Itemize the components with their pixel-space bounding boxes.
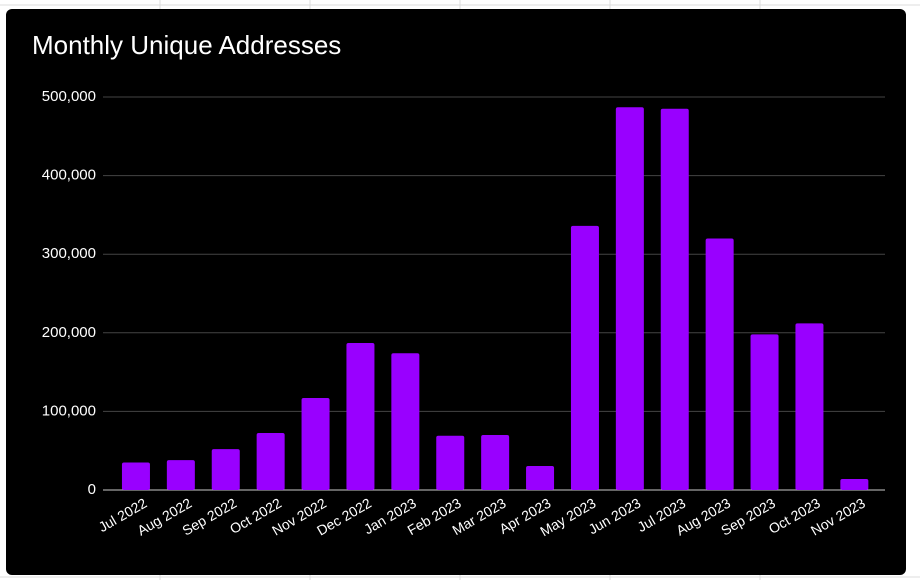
y-tick-label: 400,000 xyxy=(42,167,96,184)
y-tick-label: 100,000 xyxy=(42,402,96,419)
bar xyxy=(301,398,330,490)
bar xyxy=(211,449,240,490)
bar xyxy=(436,435,465,490)
bar xyxy=(840,478,869,490)
bar xyxy=(166,460,195,490)
bar xyxy=(481,434,510,490)
chart-title: Monthly Unique Addresses xyxy=(32,30,341,60)
bar xyxy=(615,107,644,490)
bar xyxy=(391,353,420,490)
bar xyxy=(750,334,779,490)
y-tick-label: 300,000 xyxy=(42,245,96,262)
bar xyxy=(256,433,285,490)
bar xyxy=(570,225,599,491)
y-tick-label: 200,000 xyxy=(42,324,96,341)
bar xyxy=(795,323,824,490)
bar xyxy=(121,462,150,490)
bar xyxy=(705,238,734,490)
y-tick-label: 0 xyxy=(88,481,96,498)
bar xyxy=(346,343,375,490)
y-tick-label: 500,000 xyxy=(42,88,96,105)
bar xyxy=(526,466,555,490)
bar xyxy=(660,108,689,490)
